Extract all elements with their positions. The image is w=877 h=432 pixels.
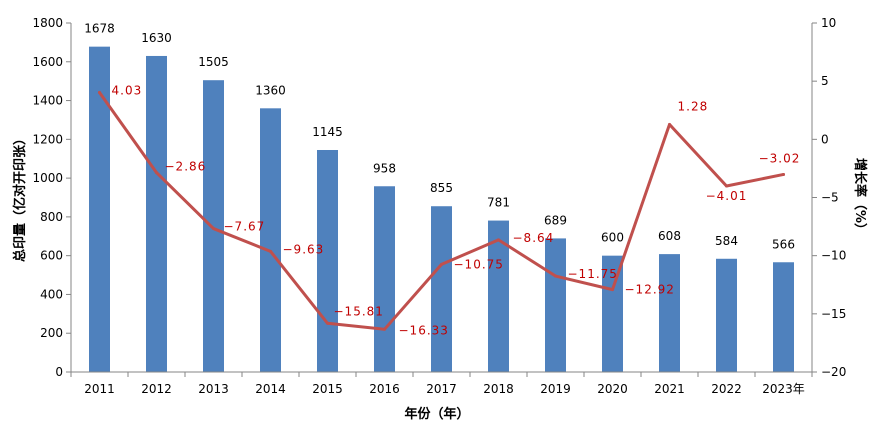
bar-value-label: 566: [772, 237, 795, 251]
bar: [545, 238, 566, 372]
line-value-label: 1.28: [678, 99, 709, 113]
y2-tick-label: −10: [821, 249, 846, 263]
axes: [66, 22, 817, 377]
line-point: [440, 262, 443, 266]
line-value-label: −16.33: [399, 323, 449, 337]
bar: [488, 220, 509, 372]
bar-value-label: 600: [601, 231, 624, 245]
x-tick-label: 2019: [540, 382, 571, 396]
bar-value-label: 689: [544, 213, 567, 227]
bar-value-label: 1145: [312, 125, 343, 139]
x-tick-label: 2015: [312, 382, 343, 396]
line-value-label: −3.02: [759, 151, 801, 165]
bar: [602, 255, 623, 372]
y-tick-label: 0: [55, 365, 63, 379]
x-tick-label: 2017: [426, 382, 457, 396]
bar: [317, 149, 338, 372]
bar: [716, 258, 737, 372]
x-tick-label: 2014: [255, 382, 286, 396]
y2-axis-title: 增长率（%）: [852, 158, 868, 236]
line-point: [782, 172, 785, 176]
line-value-label: −11.75: [568, 267, 618, 281]
y-tick-label: 1400: [32, 94, 63, 108]
bar-value-label: 1360: [255, 83, 286, 97]
line-value-labels: 4.03 −2.86 −7.67 −9.63 −15.81 −16.33 −10.75 −8.…: [112, 83, 801, 337]
line-value-label: 4.03: [112, 83, 143, 97]
y2-tick-label: 0: [821, 132, 829, 146]
x-tick-label: 2020: [597, 382, 628, 396]
line-point: [212, 227, 215, 231]
y-tick-label: 1200: [32, 132, 63, 146]
line-point: [98, 90, 101, 94]
x-tick-label: 2011: [84, 382, 115, 396]
bar-value-label: 781: [487, 196, 510, 210]
bar-value-labels: 1678 1630 1505 1360 1145 958 855 781 689 600 608 58…: [84, 22, 795, 252]
bar: [431, 206, 452, 372]
line-point: [497, 238, 500, 242]
y2-tick-label: 10: [821, 16, 836, 30]
x-tick-label: 2021: [654, 382, 685, 396]
y-tick-label: 400: [40, 287, 63, 301]
x-axis-title: 年份（年）: [404, 406, 469, 422]
line-point: [668, 122, 671, 126]
line-point: [269, 249, 272, 253]
x-tick-label: 2016: [369, 382, 400, 396]
line-series: [98, 90, 785, 331]
y-tick-label: 1800: [32, 16, 63, 30]
bar: [89, 46, 110, 372]
line-point: [155, 171, 158, 175]
x-tick-label: 2023年: [762, 382, 805, 396]
line-point: [611, 288, 614, 292]
bar-value-label: 608: [658, 229, 681, 243]
x-tick-label: 2012: [141, 382, 172, 396]
y2-tick-label: 5: [821, 74, 829, 88]
bar: [374, 186, 395, 372]
line-value-label: −7.67: [224, 220, 266, 234]
line-value-label: −8.64: [513, 231, 555, 245]
bar-value-label: 958: [373, 161, 396, 175]
bar: [203, 80, 224, 373]
bar-value-label: 1505: [198, 55, 229, 69]
y-tick-label: 1600: [32, 55, 63, 69]
bar: [773, 262, 794, 372]
line-value-label: −10.75: [454, 257, 504, 271]
line-value-label: −12.92: [625, 283, 675, 297]
y-tick-label: 200: [40, 326, 63, 340]
y-tick-label: 800: [40, 210, 63, 224]
bar: [260, 108, 281, 373]
bar-value-label: 1678: [84, 22, 115, 36]
bar-value-label: 855: [430, 181, 453, 195]
y-tick-label: 600: [40, 249, 63, 263]
line-point: [383, 327, 386, 331]
line-value-label: −9.63: [283, 242, 325, 256]
line-value-label: −2.86: [165, 160, 207, 174]
line-point: [326, 321, 329, 325]
y2-tick-label: −20: [821, 365, 846, 379]
x-tick-label: 2018: [483, 382, 514, 396]
y2-tick-label: −5: [821, 191, 839, 205]
bar-value-label: 1630: [141, 31, 172, 45]
x-tick-label: 2022: [711, 382, 742, 396]
bar-value-label: 584: [715, 234, 738, 248]
tick-labels: 0 200 400 600 800 1000 1200 1400 1600 1800 10 5 0 −5 −…: [32, 16, 846, 396]
line-value-label: −15.81: [334, 304, 384, 318]
line-point: [725, 184, 728, 188]
x-tick-label: 2013: [198, 382, 229, 396]
y2-tick-label: −15: [821, 307, 846, 321]
y-tick-label: 1000: [32, 171, 63, 185]
y-axis-title: 总印量（亿对开印张）: [12, 132, 28, 262]
bar: [659, 254, 680, 372]
line-value-label: −4.01: [706, 189, 748, 203]
bar: [146, 55, 167, 372]
line-point: [554, 274, 557, 278]
